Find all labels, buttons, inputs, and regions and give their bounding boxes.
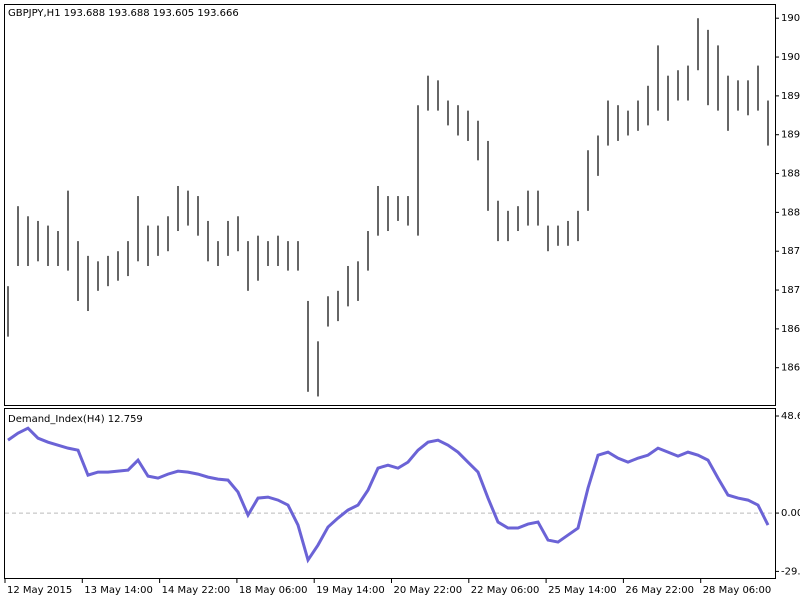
x-tick-label: 19 May 14:00 bbox=[316, 585, 385, 596]
demand-index-line bbox=[7, 426, 770, 564]
y-tick-label: 189 bbox=[781, 130, 800, 141]
y-tick-label: 190 bbox=[781, 13, 800, 24]
y-tick-label: 189 bbox=[781, 91, 800, 102]
symbol-header: GBPJPY,H1 193.688 193.688 193.605 193.66… bbox=[8, 8, 239, 19]
x-tick-label: 13 May 14:00 bbox=[84, 585, 153, 596]
y-tick-label: 48.6 bbox=[781, 411, 800, 422]
x-tick-label: 18 May 06:00 bbox=[239, 585, 308, 596]
price-panel bbox=[4, 4, 776, 406]
x-tick-label: 20 May 22:00 bbox=[394, 585, 463, 596]
y-tick-label: 187 bbox=[781, 285, 800, 296]
x-tick-label: 25 May 14:00 bbox=[548, 585, 617, 596]
y-tick-label: 186 bbox=[781, 363, 800, 374]
indicator-header: Demand_Index(H4) 12.759 bbox=[8, 414, 143, 425]
x-tick-label: 22 May 06:00 bbox=[471, 585, 540, 596]
y-tick-label: -29. bbox=[781, 566, 800, 577]
x-tick-label: 26 May 22:00 bbox=[625, 585, 694, 596]
x-tick-label: 12 May 2015 bbox=[7, 585, 72, 596]
y-tick-label: 0.00 bbox=[781, 508, 800, 519]
x-tick-label: 14 May 22:00 bbox=[162, 585, 231, 596]
y-tick-label: 187 bbox=[781, 246, 800, 257]
y-tick-label: 188 bbox=[781, 207, 800, 218]
x-tick-label: 28 May 06:00 bbox=[703, 585, 772, 596]
y-tick-label: 190 bbox=[781, 52, 800, 63]
y-tick-label: 188 bbox=[781, 169, 800, 180]
indicator-panel bbox=[4, 408, 776, 579]
y-tick-label: 186 bbox=[781, 324, 800, 335]
